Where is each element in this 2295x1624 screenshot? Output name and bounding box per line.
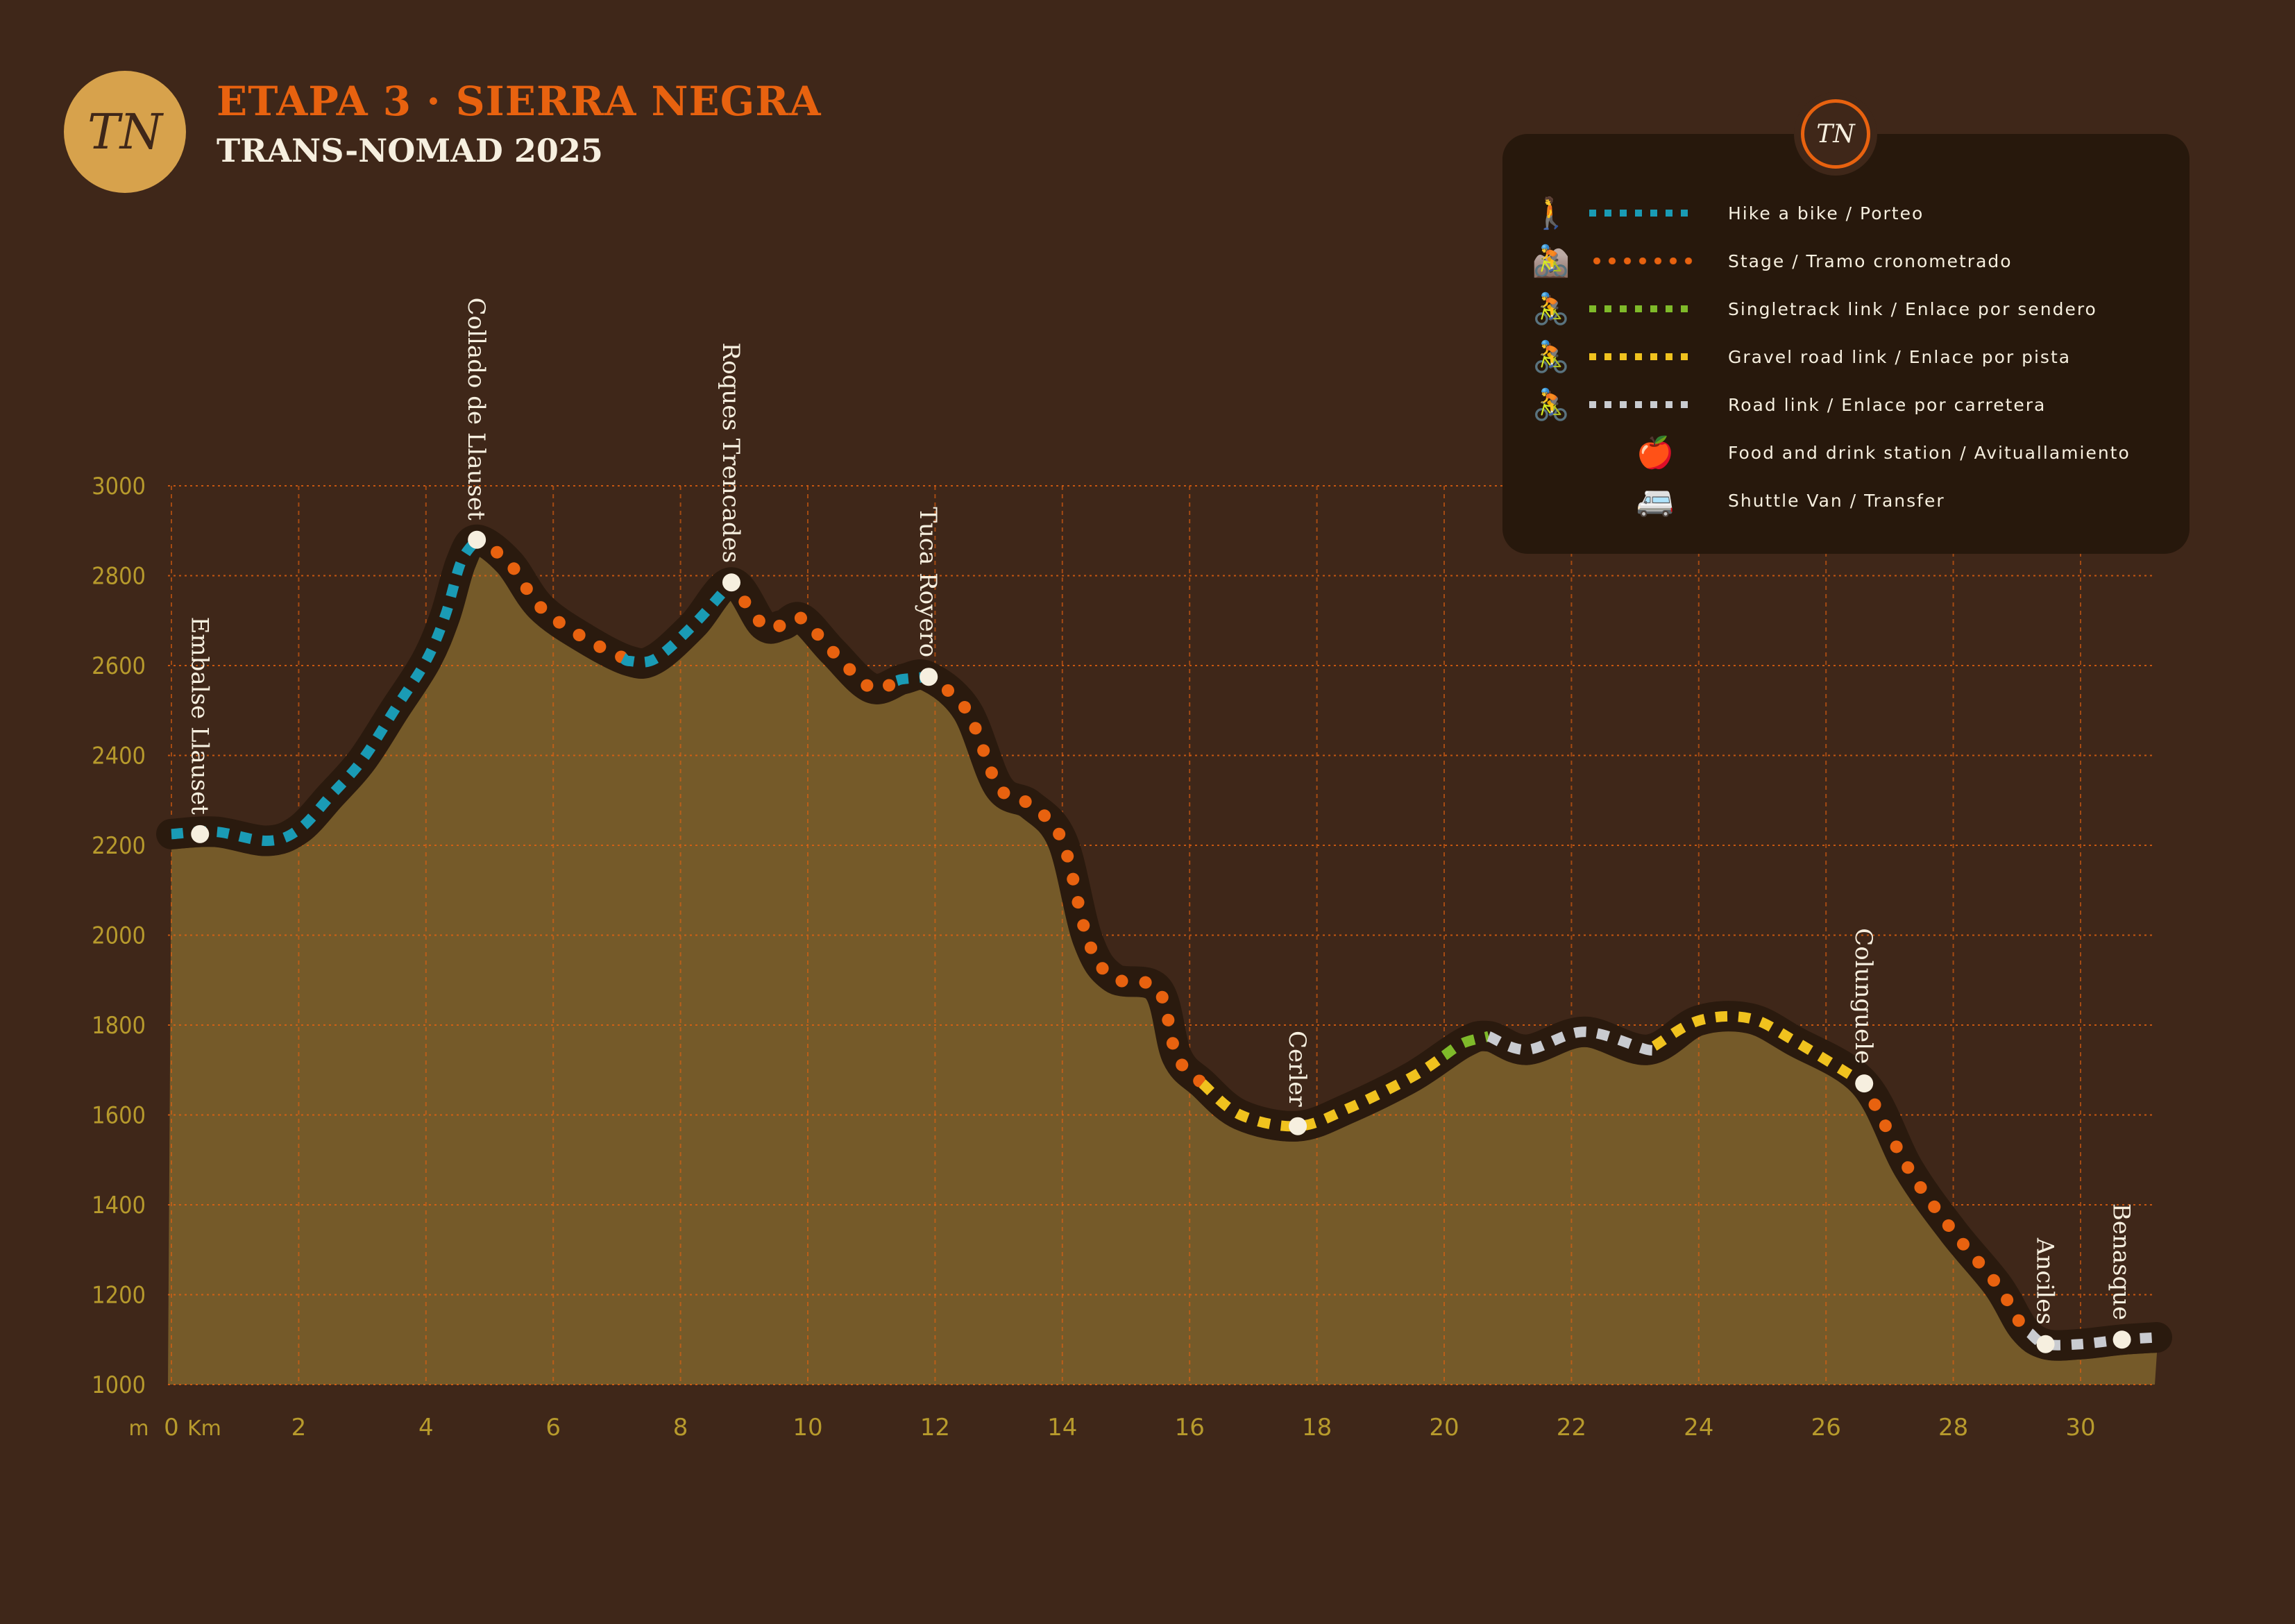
x-tick-label: 16	[1175, 1414, 1205, 1441]
x-tick-label: 10	[793, 1414, 822, 1441]
trans-nomad-logo: TN	[64, 71, 186, 193]
legend-item: 🚶 Hike a bike / Porteo	[1527, 192, 1923, 234]
legend-logo-text: TN	[1816, 119, 1855, 149]
legend-label: Road link / Enlace por carretera	[1728, 394, 2047, 415]
waypoint-marker	[920, 668, 938, 686]
x-tick-label: 4	[418, 1414, 434, 1441]
y-tick-label: 2200	[92, 832, 146, 860]
downhill-rider-icon: 🚵	[1532, 244, 1570, 279]
x-tick-label: 0	[164, 1414, 179, 1441]
hiker-carrying-bike-icon: 🚶	[1532, 196, 1570, 231]
x-tick-label: 14	[1047, 1414, 1077, 1441]
y-tick-label: 1200	[92, 1282, 146, 1310]
waypoint-label: Cerler	[1283, 1031, 1311, 1107]
logo-text: TN	[87, 103, 162, 160]
legend-label: Food and drink station / Avituallamiento	[1728, 442, 2131, 463]
legend-item: 🍎 Food and drink station / Avituallamient…	[1527, 432, 2129, 473]
x-tick-label: 30	[2065, 1414, 2095, 1441]
y-tick-label: 2000	[92, 922, 146, 950]
legend-label: Gravel road link / Enlace por pista	[1728, 346, 2072, 367]
route-segment	[2026, 1328, 2158, 1351]
van-icon: 🚐	[1636, 483, 1675, 518]
route-segment	[471, 533, 630, 664]
y-tick-label: 1400	[92, 1192, 146, 1219]
waypoint-label: Anciles	[2031, 1237, 2059, 1325]
x-tick-label: 8	[673, 1414, 688, 1441]
elevation-area	[168, 555, 2158, 1385]
page-subtitle: TRANS-NOMAD 2025	[217, 132, 603, 169]
y-tick-label: 2600	[92, 652, 146, 680]
waypoint-label: Benasque	[2108, 1203, 2135, 1321]
legend-line-sample	[1589, 210, 1693, 217]
legend-label: Hike a bike / Porteo	[1728, 203, 1924, 223]
waypoint-marker	[468, 530, 486, 549]
x-tick-label: 28	[1938, 1414, 1968, 1441]
y-unit-label: m	[128, 1416, 149, 1441]
route-segment	[1651, 1010, 1868, 1088]
route-segment	[922, 670, 1209, 1090]
cyclist-icon: 🚴	[1532, 339, 1570, 375]
y-tick-label: 1600	[92, 1102, 146, 1130]
legend-line-sample	[1589, 305, 1693, 312]
x-tick-label: 18	[1302, 1414, 1332, 1441]
legend-item: 🚴 Road link / Enlace por carretera	[1527, 384, 2045, 425]
waypoint-label: Roques Trencades	[717, 342, 745, 563]
x-tick-label: 6	[545, 1414, 561, 1441]
legend-item: 🚴 Singletrack link / Enlace por sendero	[1527, 288, 2096, 330]
route-segment	[619, 579, 736, 668]
cyclist-icon: 🚴	[1532, 291, 1570, 327]
legend-item: 🚴 Gravel road link / Enlace por pista	[1527, 336, 2069, 378]
y-tick-label: 1800	[92, 1012, 146, 1040]
y-tick-label: 1000	[92, 1371, 146, 1399]
waypoint-marker	[191, 824, 210, 843]
route-segment	[1441, 1031, 1491, 1060]
route-segment	[725, 576, 904, 695]
legend-label: Singletrack link / Enlace por sendero	[1728, 298, 2097, 319]
x-tick-label: 2	[291, 1414, 307, 1441]
route-segment	[1487, 1026, 1661, 1056]
legend-label: Stage / Tramo cronometrado	[1728, 251, 2013, 271]
legend-line-sample	[1589, 257, 1693, 264]
cyclist-icon: 🚴	[1532, 387, 1570, 423]
waypoint-marker	[1855, 1074, 1874, 1093]
y-tick-label: 2800	[92, 563, 146, 591]
route-segment	[1858, 1077, 2036, 1339]
legend-line-sample	[1589, 401, 1693, 408]
food-icon: 🍎	[1636, 435, 1675, 471]
legend-item: 🚐 Shuttle Van / Transfer	[1527, 480, 1944, 521]
y-tick-label: 3000	[92, 473, 146, 500]
waypoint-marker	[722, 573, 740, 592]
x-tick-label: 24	[1684, 1414, 1713, 1441]
route-segment	[1199, 1051, 1448, 1132]
legend-logo: TN	[1801, 99, 1870, 169]
x-tick-label: 20	[1429, 1414, 1459, 1441]
legend-line-sample	[1589, 353, 1693, 360]
legend-label: Shuttle Van / Transfer	[1728, 490, 1945, 511]
legend-panel	[1502, 134, 2190, 554]
waypoint-marker	[1289, 1117, 1307, 1135]
legend-item: 🚵 Stage / Tramo cronometrado	[1527, 240, 2011, 282]
waypoint-marker	[2036, 1335, 2055, 1353]
waypoint-marker	[2112, 1330, 2131, 1349]
waypoint-label: Colunguele	[1849, 928, 1877, 1064]
waypoint-label: Collado de Llauset	[462, 298, 490, 521]
y-tick-label: 2400	[92, 743, 146, 770]
x-unit-label: Km	[187, 1416, 221, 1441]
x-tick-label: 26	[1811, 1414, 1841, 1441]
x-tick-label: 22	[1557, 1414, 1586, 1441]
waypoint-label: Tuca Royero	[914, 507, 942, 657]
waypoint-label: Embalse Llauset	[185, 617, 213, 815]
page-title: ETAPA 3 · SIERRA NEGRA	[217, 78, 822, 125]
x-tick-label: 12	[920, 1414, 950, 1441]
